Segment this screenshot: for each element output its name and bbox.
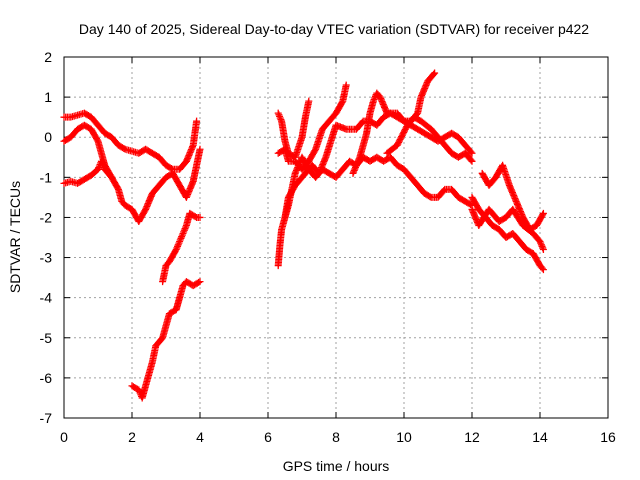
data-point [274, 109, 282, 117]
data-point [179, 229, 187, 237]
data-point [467, 156, 475, 164]
data-point [108, 173, 116, 181]
data-point [182, 223, 190, 231]
y-tick-label: -5 [40, 330, 53, 346]
data-point [305, 97, 313, 105]
data-point [107, 172, 115, 180]
data-point [539, 244, 547, 252]
data-point [342, 81, 350, 89]
data-point [191, 213, 199, 221]
data-point [173, 244, 181, 252]
data-point [174, 241, 182, 249]
data-point [537, 239, 545, 247]
y-tick-label: -7 [40, 410, 53, 426]
data-point [536, 238, 544, 246]
y-tick-label: -2 [40, 209, 53, 225]
data-point [181, 225, 189, 233]
data-point [176, 238, 184, 246]
y-tick-label: 1 [44, 89, 52, 105]
x-tick-label: 14 [532, 429, 548, 445]
data-point [430, 70, 438, 78]
data-point [275, 111, 283, 119]
data-point [539, 209, 547, 217]
series-track-d [128, 278, 204, 402]
plot-frame [63, 56, 609, 419]
data-point [196, 145, 204, 153]
data-point [539, 246, 547, 254]
data-point [175, 239, 183, 247]
data-point [193, 117, 201, 125]
data-point [196, 213, 204, 221]
data-point [177, 234, 185, 242]
series-track-k [383, 113, 476, 165]
series-track-a [60, 109, 201, 173]
data-point [195, 278, 203, 286]
x-tick-label: 0 [60, 429, 68, 445]
series-track-i [281, 109, 476, 221]
data-point [276, 112, 284, 120]
x-tick-label: 6 [264, 429, 272, 445]
chart-title: Day 140 of 2025, Sidereal Day-to-day VTE… [79, 21, 589, 37]
y-tick-label: -6 [40, 370, 53, 386]
x-tick-labels: 0 2 4 6 8 10 12 14 16 [60, 429, 616, 445]
data-point [538, 264, 546, 272]
data-point [468, 149, 476, 157]
data-point [120, 144, 128, 152]
data-point [537, 241, 545, 249]
data-point [431, 69, 439, 77]
data-point [426, 193, 434, 201]
x-tick-label: 2 [128, 429, 136, 445]
data-point [196, 278, 204, 286]
data-point [539, 211, 547, 219]
y-tick-label: 0 [44, 129, 52, 145]
data-point [370, 96, 378, 104]
data-point [277, 116, 285, 124]
data-point [176, 236, 184, 244]
x-tick-label: 8 [332, 429, 340, 445]
data-point [468, 157, 476, 165]
data-point [94, 165, 102, 173]
series-track-n [468, 205, 547, 254]
y-tick-label: -1 [40, 169, 53, 185]
x-tick-label: 10 [396, 429, 412, 445]
y-axis-label: SDTVAR / TECUs [7, 181, 23, 293]
y-tick-label: -4 [40, 290, 53, 306]
x-axis-label: GPS time / hours [283, 458, 390, 474]
grid-lines [64, 57, 608, 418]
series-track-h [274, 81, 350, 173]
data-point [172, 246, 180, 254]
x-tick-label: 4 [196, 429, 204, 445]
data-point [538, 242, 546, 250]
data-point [180, 226, 188, 234]
y-tick-label: -3 [40, 250, 53, 266]
series-track-c [60, 121, 116, 181]
series-track-e [159, 209, 204, 286]
x-tick-label: 16 [600, 429, 616, 445]
series-track-m [478, 161, 547, 233]
data-point [371, 94, 379, 102]
y-tick-labels: -7 -6 -5 -4 -3 -2 -1 0 1 2 [40, 49, 53, 426]
data-point [178, 231, 186, 239]
data-point [467, 148, 475, 156]
data-point [539, 266, 547, 274]
data-points [60, 69, 547, 402]
y-tick-label: 2 [44, 49, 52, 65]
x-tick-label: 12 [464, 429, 480, 445]
data-point [178, 233, 186, 241]
data-point [369, 97, 377, 105]
data-point [276, 114, 284, 122]
data-point [180, 228, 188, 236]
data-point [174, 242, 182, 250]
series-track-l [468, 193, 547, 274]
